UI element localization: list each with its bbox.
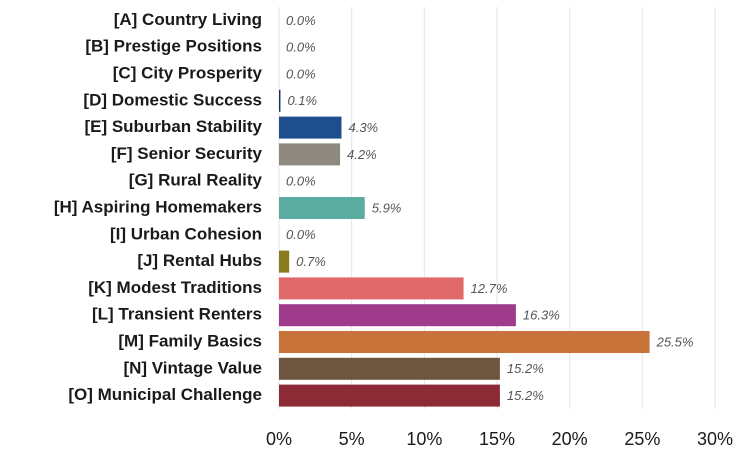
x-tick-label: 25%	[624, 429, 660, 449]
value-label: 4.3%	[348, 120, 378, 135]
bar	[279, 277, 464, 300]
category-label: [C] City Prosperity	[113, 63, 263, 82]
bar	[279, 197, 365, 219]
category-label: [M] Family Basics	[118, 331, 262, 350]
category-label: [I] Urban Cohesion	[110, 224, 262, 243]
bar	[279, 357, 500, 380]
bar	[279, 143, 341, 166]
value-label: 0.0%	[286, 227, 316, 242]
x-tick-label: 0%	[266, 429, 292, 449]
category-label: [N] Vintage Value	[123, 358, 262, 377]
bar	[279, 384, 500, 407]
x-tick-label: 5%	[339, 429, 365, 449]
category-label: [L] Transient Renters	[92, 305, 262, 324]
value-label: 15.2%	[507, 361, 544, 376]
value-label: 0.0%	[286, 13, 316, 28]
category-label: [D] Domestic Success	[83, 90, 262, 109]
category-label: [F] Senior Security	[111, 144, 263, 163]
value-label: 0.7%	[296, 254, 326, 269]
bar	[279, 250, 290, 273]
category-label: [O] Municipal Challenge	[68, 385, 262, 404]
category-label: [G] Rural Reality	[129, 171, 263, 190]
value-label: 15.2%	[507, 388, 544, 403]
bar	[279, 116, 342, 139]
category-label: [J] Rental Hubs	[137, 251, 262, 270]
bar	[279, 89, 281, 112]
category-label: [E] Suburban Stability	[84, 117, 262, 136]
value-label: 12.7%	[471, 281, 508, 296]
value-label: 0.0%	[286, 40, 316, 55]
bar	[279, 304, 516, 327]
x-tick-label: 15%	[479, 429, 515, 449]
category-label: [H] Aspiring Homemakers	[54, 197, 262, 216]
value-label: 0.0%	[286, 66, 316, 81]
value-label: 16.3%	[523, 308, 560, 323]
value-label: 5.9%	[372, 200, 402, 215]
x-tick-label: 20%	[552, 429, 588, 449]
bar	[279, 331, 650, 353]
x-tick-label: 10%	[406, 429, 442, 449]
value-label: 25.5%	[656, 334, 694, 349]
category-label: [K] Modest Traditions	[88, 278, 262, 297]
category-label: [A] Country Living	[114, 10, 262, 29]
value-label: 0.1%	[287, 93, 317, 108]
category-label: [B] Prestige Positions	[85, 37, 262, 56]
x-tick-label: 30%	[697, 429, 733, 449]
value-label: 4.2%	[347, 147, 377, 162]
value-label: 0.0%	[286, 174, 316, 189]
